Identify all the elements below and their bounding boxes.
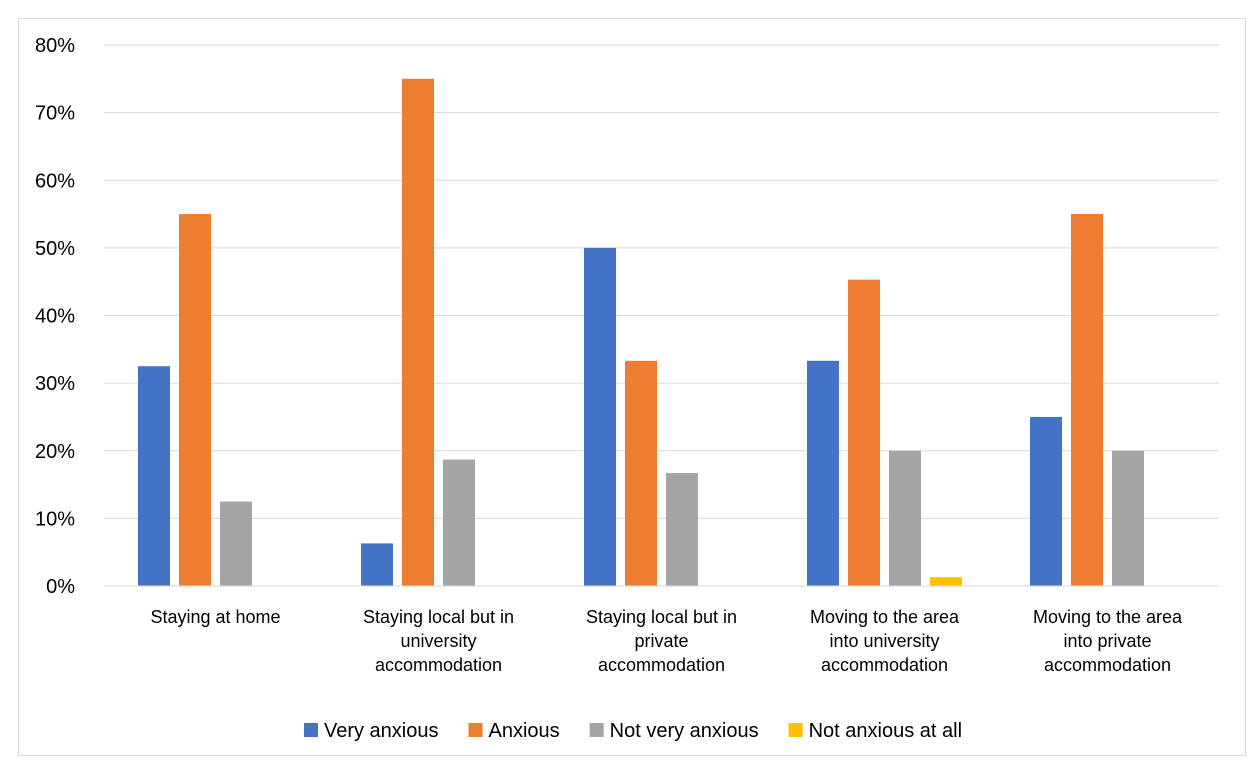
legend-swatch: [589, 723, 604, 737]
bar-anxious: [402, 78, 434, 586]
bar-chart: 0% 10% 20% 30% 40% 50% 60% 70% 80% Staying at ho…: [35, 35, 1219, 742]
legend-item-not-anxious-at-all: Not anxious at all: [788, 720, 962, 742]
x-tick-label: Staying at home: [150, 607, 280, 627]
y-tick-label: 20%: [35, 441, 75, 463]
legend: Very anxious Anxious Not very anxious Not a…: [303, 720, 962, 742]
y-tick-label: 0%: [46, 576, 75, 598]
legend-label: Not anxious at all: [809, 720, 962, 742]
bar-not-very-anxious: [666, 473, 698, 586]
legend-item-very-anxious: Very anxious: [303, 720, 439, 742]
bar-not-very-anxious: [889, 450, 921, 586]
x-tick-label: Moving to the area into private accommodat…: [1033, 607, 1183, 675]
bar-not-very-anxious: [220, 501, 252, 586]
bar-not-very-anxious: [1112, 450, 1144, 586]
y-tick-label: 30%: [35, 373, 75, 395]
bar-very-anxious: [138, 366, 170, 586]
bar-anxious: [179, 214, 211, 586]
bar-not-anxious-at-all: [930, 577, 962, 586]
legend-swatch: [468, 723, 483, 737]
x-tick-label: Staying local but in university accommodat…: [363, 607, 514, 675]
gridlines: [104, 44, 1219, 519]
legend-item-anxious: Anxious: [468, 720, 560, 742]
chart-frame: 0% 10% 20% 30% 40% 50% 60% 70% 80% Staying at ho…: [18, 18, 1246, 756]
bar-very-anxious: [1030, 416, 1062, 586]
legend-swatch: [788, 723, 803, 737]
y-tick-label: 50%: [35, 238, 75, 260]
x-axis-labels: Staying at home Staying local but in unive…: [150, 607, 1183, 675]
legend-label: Not very anxious: [610, 720, 759, 742]
legend-swatch: [303, 723, 318, 737]
y-axis-ticks: 0% 10% 20% 30% 40% 50% 60% 70% 80%: [35, 35, 75, 598]
x-tick-label: Moving to the area into university accommo…: [810, 607, 960, 675]
bar-anxious: [848, 279, 880, 586]
bar-very-anxious: [584, 247, 616, 586]
bars: [138, 78, 1144, 586]
x-tick-label: Staying local but in private accommodation: [586, 607, 737, 675]
y-tick-label: 70%: [35, 103, 75, 125]
legend-label: Very anxious: [324, 720, 439, 742]
legend-label: Anxious: [488, 720, 559, 742]
y-tick-label: 40%: [35, 306, 75, 328]
y-tick-label: 10%: [35, 508, 75, 530]
bar-anxious: [625, 360, 657, 586]
bar-very-anxious: [807, 360, 839, 586]
bar-not-very-anxious: [443, 459, 475, 586]
y-tick-label: 80%: [35, 35, 75, 57]
legend-item-not-very-anxious: Not very anxious: [589, 720, 759, 742]
bar-very-anxious: [361, 543, 393, 586]
y-tick-label: 60%: [35, 170, 75, 192]
bar-anxious: [1071, 214, 1103, 586]
